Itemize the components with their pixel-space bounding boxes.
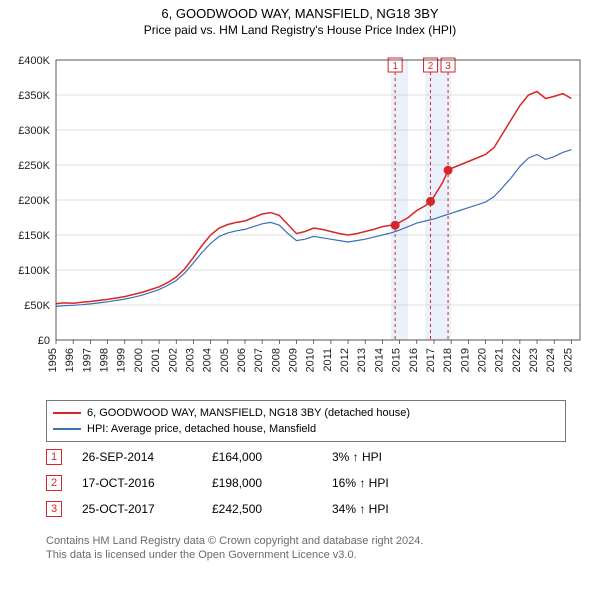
y-tick-label: £0 [38,335,50,347]
y-tick-label: £100K [18,265,50,277]
event-date: 26-SEP-2014 [82,450,212,464]
series-marker [426,197,435,206]
y-tick-label: £150K [18,230,50,242]
chart-subtitle: Price paid vs. HM Land Registry's House … [0,23,600,37]
x-tick-label: 1997 [81,348,93,372]
x-tick-label: 2023 [528,348,540,372]
x-tick-label: 2008 [270,348,282,372]
x-tick-label: 1999 [116,348,128,372]
y-tick-label: £400K [18,55,50,67]
line-chart-svg: £0 £50K £100K £150K £200K £250K £300K £350K £400… [0,50,600,390]
license-line-2: This data is licensed under the Open Gov… [46,548,423,562]
x-tick-label: 2020 [477,348,489,372]
x-tick-label: 2004 [202,348,214,372]
event-num: 2 [46,475,62,491]
x-tick-label: 2017 [425,348,437,372]
event-num: 3 [46,501,62,517]
event-num: 1 [46,449,62,465]
x-tick-label: 2012 [339,348,351,372]
event-price: £198,000 [212,476,332,490]
series-marker [444,166,453,175]
event-hpi: 16% ↑ HPI [332,476,452,490]
x-tick-label: 2003 [184,348,196,372]
event-marker-num: 3 [445,61,451,72]
x-tick-label: 2006 [236,348,248,372]
x-tick-label: 2015 [391,348,403,372]
y-tick-label: £50K [24,300,50,312]
legend: 6, GOODWOOD WAY, MANSFIELD, NG18 3BY (de… [46,400,566,442]
event-marker-num: 2 [428,61,434,72]
events-table: 1 26-SEP-2014£164,0003% ↑ HPI 2 17-OCT-2016… [46,444,452,522]
chart-area: £0 £50K £100K £150K £200K £250K £300K £350K £400… [0,50,600,390]
x-tick-label: 2014 [373,348,385,372]
legend-swatch [53,412,81,414]
legend-swatch [53,428,81,430]
event-hpi: 34% ↑ HPI [332,502,452,516]
event-row: 3 25-OCT-2017£242,50034% ↑ HPI [46,496,452,522]
legend-label: HPI: Average price, detached house, Mans… [87,421,316,437]
x-tick-label: 2018 [442,348,454,372]
x-tick-label: 2019 [459,348,471,372]
y-tick-label: £200K [18,195,50,207]
x-tick-label: 1995 [47,348,59,372]
x-tick-label: 2001 [150,348,162,372]
x-tick-label: 2025 [562,348,574,372]
y-tick-label: £350K [18,90,50,102]
license-text: Contains HM Land Registry data © Crown c… [46,534,423,562]
x-tick-label: 2013 [356,348,368,372]
event-marker-num: 1 [392,61,398,72]
event-date: 25-OCT-2017 [82,502,212,516]
series-line-property_price [56,92,571,304]
event-date: 17-OCT-2016 [82,476,212,490]
event-hpi: 3% ↑ HPI [332,450,452,464]
legend-label: 6, GOODWOOD WAY, MANSFIELD, NG18 3BY (de… [87,405,410,421]
series-marker [391,221,400,230]
legend-row: 6, GOODWOOD WAY, MANSFIELD, NG18 3BY (de… [53,405,559,421]
y-tick-label: £250K [18,160,50,172]
x-tick-label: 1998 [99,348,111,372]
x-tick-label: 1996 [64,348,76,372]
event-price: £164,000 [212,450,332,464]
x-tick-label: 2024 [545,348,557,372]
x-tick-label: 2011 [322,348,334,372]
x-tick-label: 2022 [511,348,523,372]
x-tick-label: 2009 [288,348,300,372]
x-tick-label: 2016 [408,348,420,372]
y-tick-label: £300K [18,125,50,137]
event-row: 2 17-OCT-2016£198,00016% ↑ HPI [46,470,452,496]
x-tick-label: 2021 [494,348,506,372]
x-tick-label: 2005 [219,348,231,372]
x-tick-label: 2010 [305,348,317,372]
event-row: 1 26-SEP-2014£164,0003% ↑ HPI [46,444,452,470]
x-tick-label: 2007 [253,348,265,372]
legend-row: HPI: Average price, detached house, Mans… [53,421,559,437]
chart-title: 6, GOODWOOD WAY, MANSFIELD, NG18 3BY [0,6,600,21]
license-line-1: Contains HM Land Registry data © Crown c… [46,534,423,548]
x-tick-label: 2002 [167,348,179,372]
event-price: £242,500 [212,502,332,516]
x-tick-label: 2000 [133,348,145,372]
